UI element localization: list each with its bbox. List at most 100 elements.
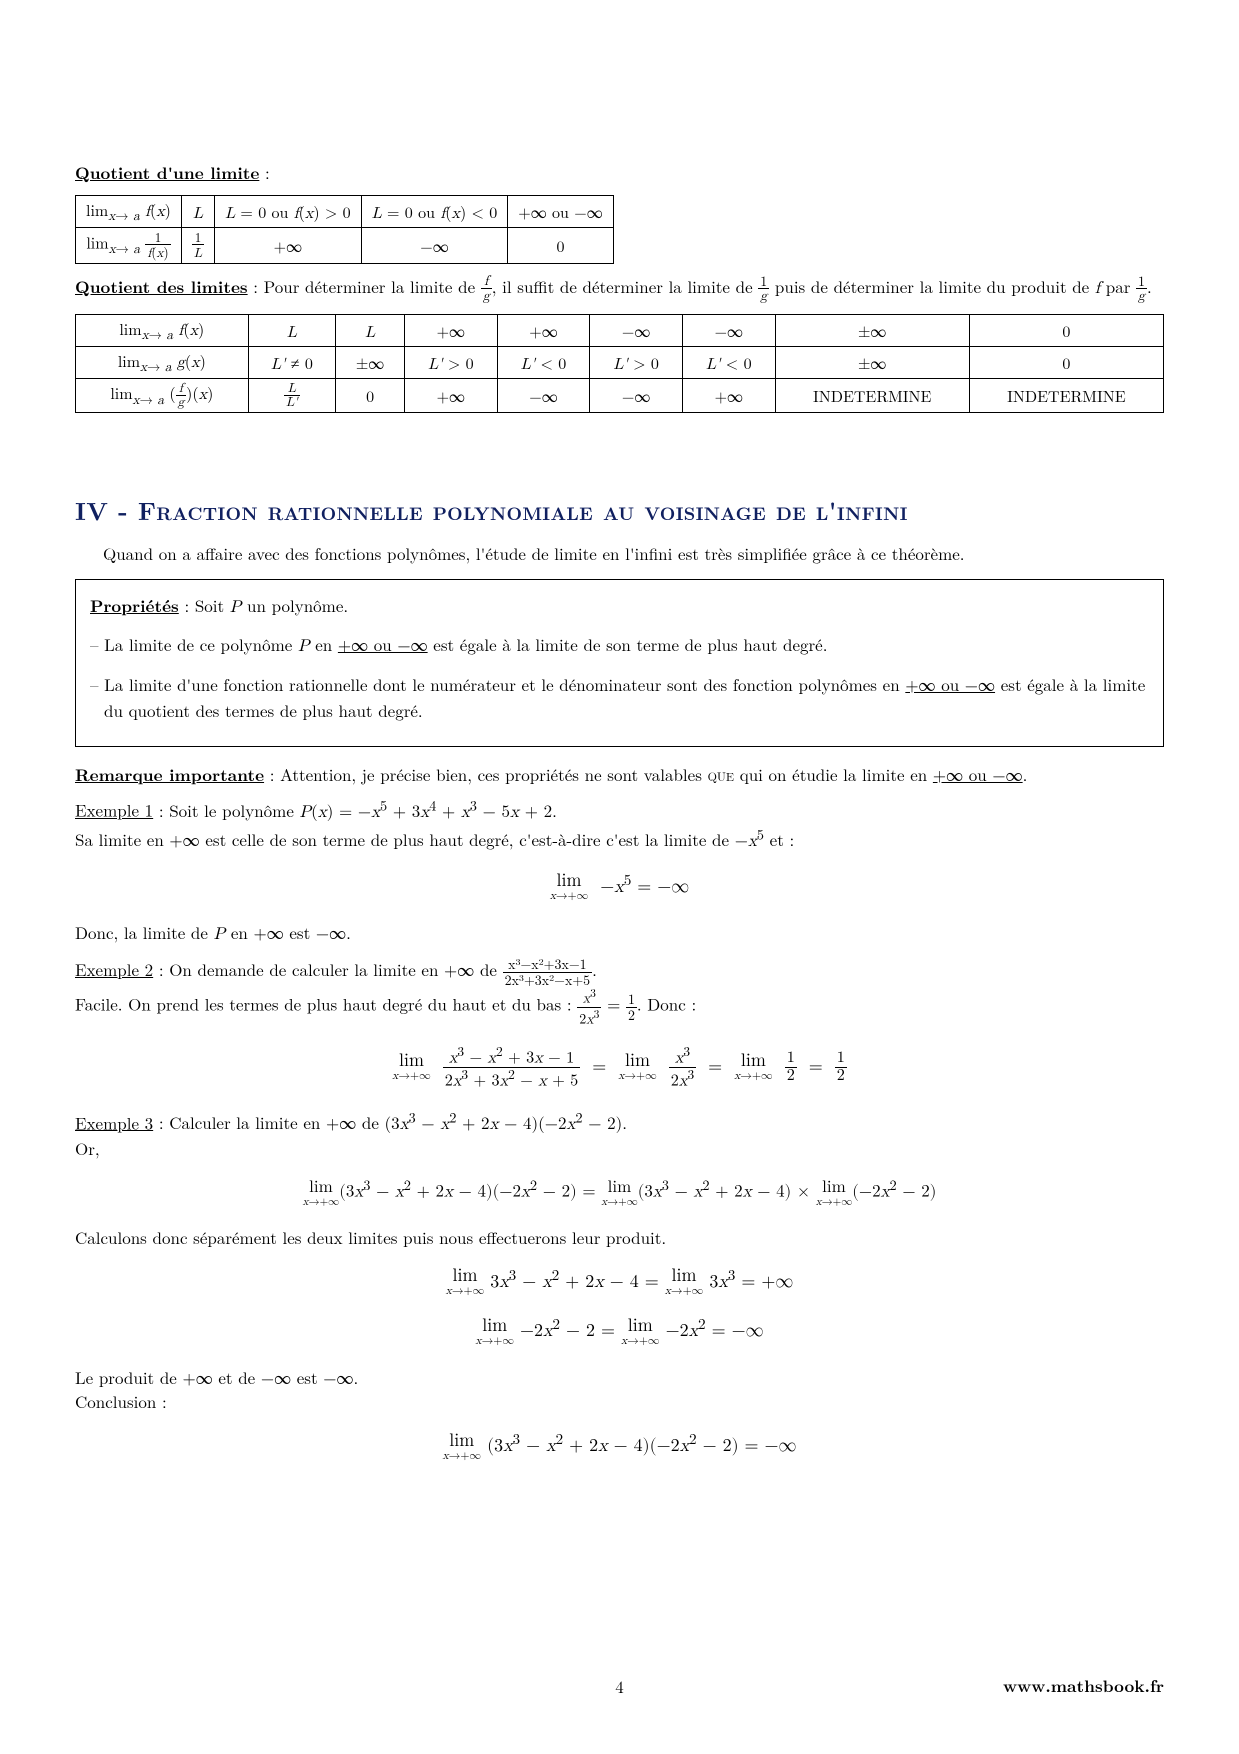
equation: limx→+∞ x3 − x2 + 3x − 12x3 + 3x2 − x + … bbox=[75, 1045, 1164, 1091]
table-cell: INDETERMINE bbox=[969, 379, 1163, 413]
fraction: 1g bbox=[758, 274, 769, 304]
table-cell: limx→ a (fg)(x) bbox=[76, 379, 249, 413]
table-cell: +∞ bbox=[497, 315, 590, 347]
underlined: +∞ ou −∞ bbox=[933, 762, 1023, 786]
table-cell: −∞ bbox=[361, 228, 508, 264]
table-cell: limx→ a f(x) bbox=[76, 315, 249, 347]
text: Donc, la limite de P en +∞ est −∞. bbox=[75, 921, 1164, 947]
text: : Calculer la limite en +∞ de (3x3 − x2 … bbox=[153, 1110, 627, 1134]
fraction: 1g bbox=[1136, 274, 1147, 304]
table-cell: L = 0 ou f(x) > 0 bbox=[215, 196, 362, 228]
table-cell: L = 0 ou f(x) < 0 bbox=[361, 196, 508, 228]
text: – La limite de ce polynôme P en bbox=[90, 632, 338, 656]
property-item: – La limite d'une fonction rationnelle d… bbox=[90, 671, 1149, 724]
table-quotient-des: limx→ a f(x) L L +∞ +∞ −∞ −∞ ±∞ 0 limx→ … bbox=[75, 314, 1164, 413]
section-label: Quotient d'une limite bbox=[75, 161, 259, 185]
example-label: Exemple 1 bbox=[75, 798, 153, 822]
fraction: x32x3 bbox=[577, 987, 601, 1027]
table-cell: +∞ bbox=[682, 379, 775, 413]
example-label: Exemple 3 bbox=[75, 1110, 153, 1134]
text: Calculons donc séparément les deux limit… bbox=[75, 1226, 1164, 1249]
property-item: – La limite de ce polynôme P en +∞ ou −∞… bbox=[90, 631, 1149, 660]
table-cell: LL' bbox=[248, 379, 336, 413]
equation: limx→+∞ −x5 = −∞ bbox=[75, 872, 1164, 903]
section-label: Quotient des limites bbox=[75, 275, 248, 299]
table-cell: L' > 0 bbox=[405, 347, 498, 379]
text: . bbox=[1023, 762, 1028, 786]
text: : Pour déterminer la limite de bbox=[253, 274, 481, 298]
text: qui on étudie la limite en bbox=[734, 762, 933, 786]
page: Quotient d'une limite : limx→ a f(x) L L… bbox=[0, 0, 1239, 1754]
text: , il suffit de déterminer la limite de bbox=[492, 274, 759, 298]
underlined: +∞ ou −∞ bbox=[338, 632, 428, 656]
intro-paragraph: Quand on a affaire avec des fonctions po… bbox=[75, 542, 1164, 565]
table-cell: L' < 0 bbox=[497, 347, 590, 379]
table-cell: L bbox=[336, 315, 405, 347]
table-quotient-une: limx→ a f(x) L L = 0 ou f(x) > 0 L = 0 o… bbox=[75, 195, 614, 264]
table-cell: L bbox=[248, 315, 336, 347]
remarque-label: Remarque importante bbox=[75, 763, 264, 787]
table-cell: −∞ bbox=[590, 379, 683, 413]
table-cell: ±∞ bbox=[336, 347, 405, 379]
smallcaps-text: que bbox=[708, 762, 735, 786]
text: . bbox=[592, 957, 597, 981]
fraction: 12 bbox=[626, 992, 637, 1022]
example-1: Exemple 1 : Soit le polynôme P(x) = −x5 … bbox=[75, 796, 1164, 853]
example-label: Exemple 2 bbox=[75, 957, 153, 981]
table-cell: +∞ bbox=[405, 379, 498, 413]
table-cell: 0 bbox=[969, 347, 1163, 379]
fraction: fg bbox=[481, 274, 492, 304]
table-cell: 0 bbox=[336, 379, 405, 413]
table-cell: −∞ bbox=[682, 315, 775, 347]
text: . bbox=[1147, 274, 1152, 298]
text: – La limite d'une fonction rationnelle d… bbox=[90, 672, 905, 696]
text: puis de déterminer la limite du produit … bbox=[775, 274, 1136, 298]
section-heading: IV - Fraction rationnelle polynomiale au… bbox=[75, 493, 1164, 528]
table-cell: +∞ bbox=[215, 228, 362, 264]
text: Facile. On prend les termes de plus haut… bbox=[75, 992, 577, 1016]
table-cell: limx→ a g(x) bbox=[76, 347, 249, 379]
table-cell: 0 bbox=[508, 228, 613, 264]
equation: limx→+∞ (3x3 − x2 + 2x − 4)(−2x2 − 2) = … bbox=[75, 1431, 1164, 1462]
table-cell: −∞ bbox=[497, 379, 590, 413]
text: est égale à la limite de son terme de pl… bbox=[428, 632, 828, 656]
table-cell: limx→ a f(x) bbox=[76, 196, 182, 228]
table-cell: L' ≠ 0 bbox=[248, 347, 336, 379]
text: : Attention, je précise bien, ces propri… bbox=[264, 762, 708, 786]
table-cell: ±∞ bbox=[775, 315, 969, 347]
colon: : bbox=[259, 160, 269, 184]
text: . Donc : bbox=[637, 992, 696, 1016]
text: Le produit de +∞ et de −∞ est −∞. bbox=[75, 1366, 1164, 1389]
table-cell: +∞ bbox=[405, 315, 498, 347]
text: : Soit P un polynôme. bbox=[179, 593, 348, 617]
table-cell: INDETERMINE bbox=[775, 379, 969, 413]
table-cell: 0 bbox=[969, 315, 1163, 347]
table-cell: L' < 0 bbox=[682, 347, 775, 379]
table-cell: 1L bbox=[181, 228, 214, 264]
text: = bbox=[607, 992, 626, 1016]
equation: limx→+∞(3x3 − x2 + 2x − 4)(−2x2 − 2) = l… bbox=[75, 1178, 1164, 1208]
example-2: Exemple 2 : On demande de calculer la li… bbox=[75, 957, 1164, 1027]
properties-label: Propriétés bbox=[90, 594, 179, 618]
fraction: x³−x²+3x−12x³+3x²−x+5 bbox=[503, 957, 593, 987]
text: Or, bbox=[75, 1136, 100, 1160]
table-cell: −∞ bbox=[590, 315, 683, 347]
para-quotient-des: Quotient des limites : Pour déterminer l… bbox=[75, 274, 1164, 304]
equation: limx→+∞ 3x3 − x2 + 2x − 4 = limx→+∞ 3x3 … bbox=[75, 1267, 1164, 1298]
example-3: Exemple 3 : Calculer la limite en +∞ de … bbox=[75, 1109, 1164, 1161]
table-cell: L bbox=[181, 196, 214, 228]
table-cell: +∞ ou −∞ bbox=[508, 196, 613, 228]
text: : Soit le polynôme P(x) = −x5 + 3x4 + x3… bbox=[153, 798, 557, 822]
page-number: 4 bbox=[75, 1674, 1164, 1698]
table-cell: limx→ a 1f(x) bbox=[76, 228, 182, 264]
table-cell: ±∞ bbox=[775, 347, 969, 379]
page-footer: 4 www.mathsbook.fr bbox=[75, 1674, 1164, 1698]
text: Conclusion : bbox=[75, 1390, 1164, 1413]
underlined: +∞ ou −∞ bbox=[905, 672, 995, 696]
properties-box: Propriétés : Soit P un polynôme. – La li… bbox=[75, 579, 1164, 746]
equation: limx→+∞ −2x2 − 2 = limx→+∞ −2x2 = −∞ bbox=[75, 1316, 1164, 1347]
section-quotient-une: Quotient d'une limite : bbox=[75, 160, 1164, 185]
text: : On demande de calculer la limite en +∞… bbox=[153, 957, 502, 981]
remarque-paragraph: Remarque importante : Attention, je préc… bbox=[75, 763, 1164, 787]
table-cell: L' > 0 bbox=[590, 347, 683, 379]
